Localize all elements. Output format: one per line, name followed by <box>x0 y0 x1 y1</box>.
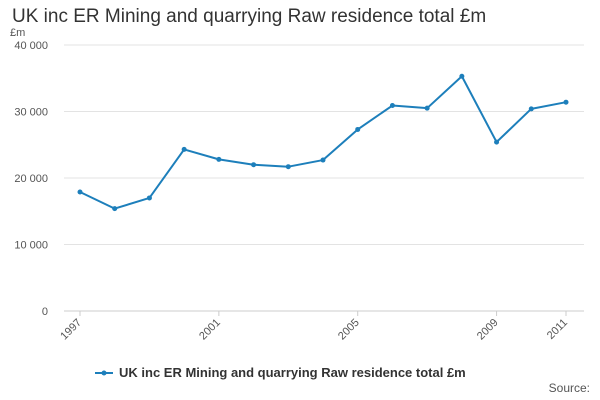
series-group <box>77 73 569 212</box>
data-point[interactable] <box>251 162 257 168</box>
data-point[interactable] <box>424 105 430 111</box>
x-axis-ticks: 1997 2001 2005 2009 2011 <box>58 311 570 342</box>
y-tick-label: 0 <box>42 306 48 318</box>
x-tick-label: 2005 <box>336 317 362 343</box>
x-tick-label: 2001 <box>197 317 223 343</box>
data-point[interactable] <box>181 146 187 152</box>
x-tick-label: 2009 <box>475 317 501 343</box>
data-point[interactable] <box>216 156 222 162</box>
data-point[interactable] <box>77 189 83 195</box>
data-point[interactable] <box>285 164 291 170</box>
x-tick-label: 2011 <box>545 317 570 342</box>
y-tick-label: 20 000 <box>14 173 48 185</box>
source-label: Source: <box>548 381 590 395</box>
data-point[interactable] <box>320 157 326 163</box>
y-tick-label: 30 000 <box>14 107 48 119</box>
data-point[interactable] <box>563 99 569 105</box>
data-point[interactable] <box>528 106 534 112</box>
gridlines <box>64 44 584 312</box>
legend-label: UK inc ER Mining and quarrying Raw resid… <box>119 365 466 380</box>
x-tick-label: 1997 <box>58 317 84 343</box>
data-point[interactable] <box>389 103 395 109</box>
y-axis-ticks: 0 10 000 20 000 30 000 40 000 <box>14 40 48 318</box>
data-point[interactable] <box>459 73 465 79</box>
chart-title: UK inc ER Mining and quarrying Raw resid… <box>12 6 487 27</box>
data-point[interactable] <box>355 126 361 132</box>
data-point[interactable] <box>494 139 500 145</box>
y-tick-label: 10 000 <box>14 240 48 252</box>
data-point[interactable] <box>112 206 118 212</box>
legend-line-icon <box>95 370 113 375</box>
legend[interactable]: UK inc ER Mining and quarrying Raw resid… <box>95 365 466 380</box>
data-point[interactable] <box>146 195 152 201</box>
series-line[interactable] <box>79 75 567 210</box>
y-axis-unit-label: £m <box>10 27 26 39</box>
y-tick-label: 40 000 <box>14 40 48 52</box>
